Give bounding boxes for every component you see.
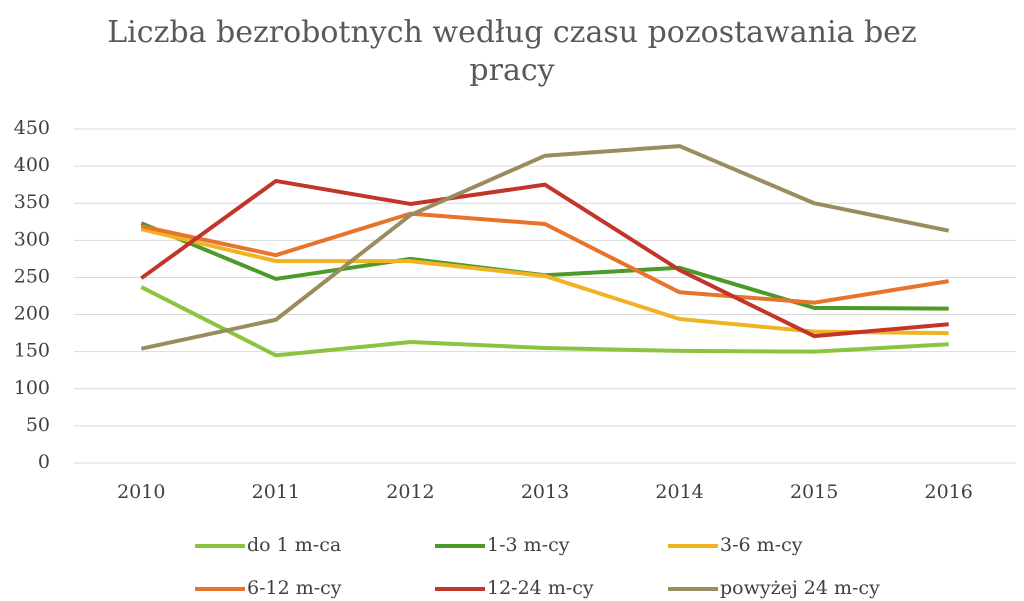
- x-tick-label: 2014: [655, 481, 703, 503]
- x-tick-label: 2010: [117, 481, 165, 503]
- y-tick-label: 150: [14, 340, 50, 362]
- x-tick-label: 2011: [252, 481, 300, 503]
- legend-label: 12-24 m-cy: [487, 577, 594, 599]
- x-tick-label: 2013: [521, 481, 569, 503]
- y-tick-label: 200: [14, 303, 50, 325]
- y-tick-label: 400: [14, 154, 50, 176]
- y-tick-label: 0: [38, 451, 50, 473]
- y-tick-label: 300: [14, 228, 50, 250]
- series-line: [140, 227, 949, 336]
- series-line: [140, 144, 950, 351]
- chart-title: Liczba bezrobotnych według czasu pozosta…: [107, 15, 917, 88]
- series-line: [140, 211, 950, 305]
- legend-label: 3-6 m-cy: [720, 534, 803, 556]
- legend-label: 6-12 m-cy: [247, 577, 342, 599]
- x-tick-label: 2015: [790, 481, 838, 503]
- legend-label: 1-3 m-cy: [487, 534, 570, 556]
- series-line: [140, 178, 949, 339]
- series-line: [140, 285, 949, 358]
- y-tick-label: 100: [14, 377, 50, 399]
- y-tick-label: 350: [14, 191, 50, 213]
- x-tick-label: 2012: [386, 481, 434, 503]
- y-tick-label: 250: [14, 265, 50, 287]
- y-tick-label: 450: [14, 117, 50, 139]
- legend-label: powyżej 24 m-cy: [720, 577, 880, 599]
- series-line: [140, 221, 949, 311]
- legend-label: do 1 m-ca: [247, 534, 341, 556]
- y-tick-label: 50: [26, 414, 50, 436]
- x-tick-label: 2016: [925, 481, 973, 503]
